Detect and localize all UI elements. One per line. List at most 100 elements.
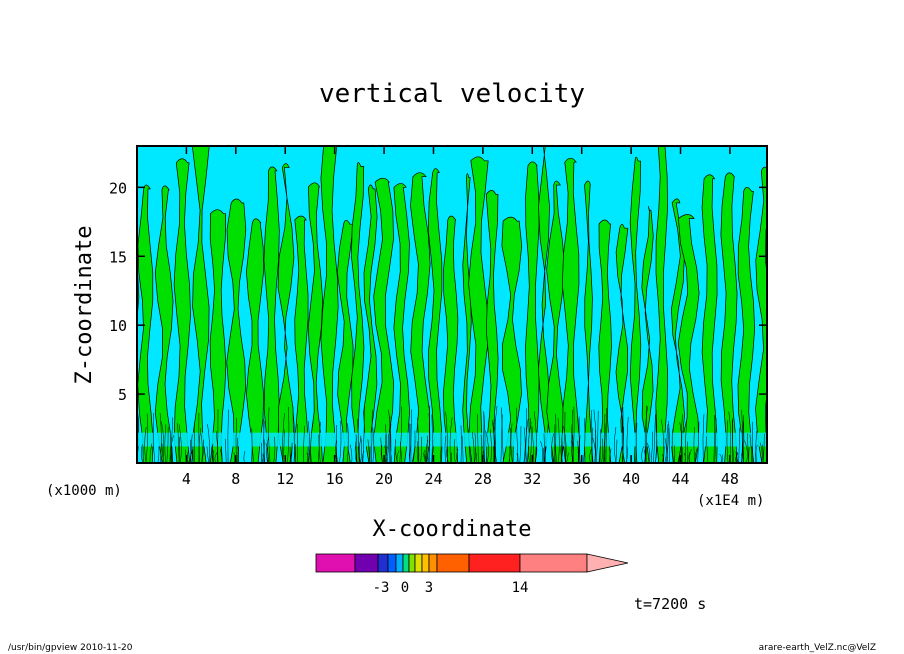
contour-line <box>359 437 361 463</box>
contour-line <box>211 443 214 463</box>
contour-line <box>543 433 545 463</box>
contour-line <box>354 439 357 463</box>
contour-line <box>601 438 604 463</box>
contour-line <box>476 414 479 463</box>
contour-line <box>357 418 360 463</box>
contour-line <box>289 446 291 463</box>
contour-line <box>749 434 752 463</box>
x-tick-label: 4 <box>182 470 191 488</box>
contour-line <box>644 406 648 463</box>
contour-line <box>346 423 349 463</box>
contour-line <box>738 427 741 463</box>
contour-line <box>743 414 745 463</box>
velocity-streak <box>584 180 593 463</box>
contour-line <box>578 416 581 463</box>
contour-line <box>389 416 391 463</box>
contour-line <box>339 420 342 463</box>
contour-line <box>198 412 200 463</box>
contour-line <box>198 428 201 463</box>
contour-line <box>681 414 683 463</box>
contour-line <box>349 444 353 463</box>
colorbar-arrow <box>586 553 629 573</box>
velocity-streak <box>410 172 431 463</box>
contour-line <box>445 411 448 463</box>
velocity-streak <box>629 156 642 463</box>
x-axis-label: X-coordinate <box>373 517 532 542</box>
contour-line <box>161 443 165 463</box>
velocity-streak <box>263 166 280 463</box>
contour-line <box>251 428 254 463</box>
contour-line <box>609 448 612 463</box>
contour-line <box>187 449 190 463</box>
contour-line <box>201 439 204 463</box>
contour-line <box>528 422 532 463</box>
contour-line <box>540 440 544 463</box>
contour-line <box>686 441 689 463</box>
contour-line <box>177 423 180 463</box>
x-units-right: (x1E4 m) <box>697 493 764 509</box>
x-tick-label: 12 <box>276 470 294 488</box>
contour-line <box>755 444 758 463</box>
y-tick-label: 5 <box>118 386 127 404</box>
colorbar-labels: -3 0 3 14 <box>373 580 529 596</box>
contour-line <box>456 448 459 463</box>
contour-line <box>697 421 700 463</box>
contour-line <box>702 413 705 463</box>
contour-line <box>207 424 210 463</box>
contour-line <box>510 423 513 463</box>
velocity-streak <box>598 219 612 463</box>
colorbar-segment <box>428 553 438 573</box>
contour-line <box>560 438 563 463</box>
contour-line <box>621 426 624 463</box>
velocity-streak <box>307 182 324 463</box>
contour-line <box>519 426 522 463</box>
velocity-streak <box>677 214 700 463</box>
contour-line <box>360 435 362 463</box>
contour-line <box>263 418 265 463</box>
contour-line <box>594 429 596 463</box>
contour-line <box>417 417 419 463</box>
colorbar-segment <box>354 553 379 573</box>
contour-line <box>396 450 400 463</box>
contour-line <box>572 406 575 463</box>
x-tick-label: 32 <box>523 470 541 488</box>
contour-line <box>524 408 527 463</box>
colorbar-segment <box>395 553 404 573</box>
colorbar-segment <box>387 553 397 573</box>
colorbar-segment <box>408 553 416 573</box>
contour-line <box>263 421 265 463</box>
x-units-left: (x1000 m) <box>46 483 122 499</box>
velocity-streak <box>546 180 565 463</box>
contour-line <box>671 428 675 463</box>
colorbar <box>315 553 629 573</box>
contour-line <box>668 420 671 463</box>
contour-line <box>190 439 192 463</box>
x-axis-ticks: 4 8 12 16 20 24 28 32 36 40 44 48 <box>182 146 739 488</box>
contour-line <box>493 422 496 463</box>
x-tick-label: 24 <box>424 470 442 488</box>
contour-line <box>149 443 153 463</box>
contour-line <box>762 444 764 463</box>
contour-line <box>268 407 271 463</box>
contour-line <box>212 450 215 463</box>
contour-line <box>282 429 285 463</box>
velocity-streak <box>351 162 365 463</box>
contour-line <box>461 435 464 463</box>
contour-line <box>191 449 193 463</box>
contour-line <box>410 409 413 463</box>
contour-line <box>265 443 269 463</box>
velocity-streak <box>755 166 767 463</box>
contour-line <box>431 414 433 463</box>
contour-line <box>191 434 194 463</box>
contour-line <box>310 421 314 463</box>
velocity-streak <box>363 184 378 463</box>
velocity-streak <box>191 146 210 463</box>
contour-line <box>144 426 147 463</box>
x-tick-label: 48 <box>721 470 739 488</box>
contour-line <box>744 440 748 463</box>
contour-line <box>516 407 519 463</box>
contour-line <box>599 429 601 463</box>
contour-line <box>416 441 419 463</box>
contour-line <box>673 445 676 463</box>
contour-line <box>684 421 687 463</box>
